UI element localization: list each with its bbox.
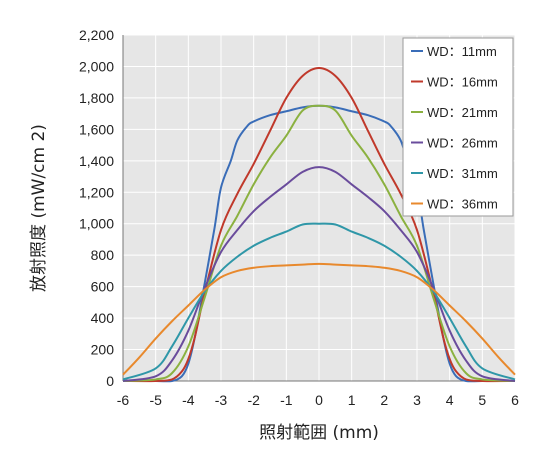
series-layer (122, 67, 516, 383)
legend-label-3: WD：21mm (427, 105, 498, 120)
x-tick-label: 6 (511, 392, 519, 408)
y-tick-label: 0 (106, 373, 114, 389)
x-tick-label: 4 (446, 392, 454, 408)
y-tick-label: 1,800 (79, 90, 114, 106)
legend-label-4: WD：26mm (427, 136, 498, 151)
x-tick-label: 1 (348, 392, 356, 408)
x-tick-label: -4 (182, 392, 195, 408)
legend-label-5: WD：31mm (427, 166, 498, 181)
y-tick-label: 1,400 (79, 153, 114, 169)
y-tick-label: 600 (91, 279, 115, 295)
x-tick-label: 3 (413, 392, 421, 408)
legend-label-6: WD：36mm (427, 197, 498, 212)
axes (122, 35, 515, 382)
y-tick-label: 1,600 (79, 121, 114, 137)
y-tick-labels: 0 200 400 600 800 1,000 1,200 1,400 1,600 1,800 2,… (79, 27, 114, 389)
legend-label-2: WD：16mm (427, 75, 498, 90)
x-tick-label: -1 (280, 392, 293, 408)
x-tick-labels: -6 -5 -4 -3 -2 -1 0 1 2 3 4 5 6 (117, 392, 519, 408)
y-tick-label: 1,000 (79, 216, 114, 232)
x-tick-label: -5 (149, 392, 162, 408)
y-tick-label: 400 (91, 310, 115, 326)
y-tick-label: 1,200 (79, 184, 114, 200)
x-tick-label: 5 (478, 392, 486, 408)
x-tick-label: 0 (315, 392, 323, 408)
legend-box (402, 37, 514, 217)
legend: WD：11mm WD：16mm WD：21mm WD：26mm WD：31mm WD：36… (402, 37, 514, 217)
y-tick-label: 800 (91, 247, 115, 263)
series-line-6 (122, 262, 516, 376)
x-tick-label: -2 (247, 392, 260, 408)
legend-label-1: WD：11mm (427, 44, 497, 59)
x-tick-label: -3 (215, 392, 228, 408)
y-axis-label: 放射照度 (mW/cm 2) (29, 124, 49, 292)
x-tick-label: -6 (117, 392, 130, 408)
y-tick-label: 2,000 (79, 58, 114, 74)
series-line-5 (122, 222, 516, 381)
series-line-3 (122, 104, 516, 382)
x-tick-label: 2 (380, 392, 388, 408)
y-tick-label: 2,200 (79, 27, 114, 43)
y-tick-label: 200 (91, 342, 115, 358)
x-axis-label: 照射範囲 (mm) (259, 423, 379, 443)
series-line-2 (122, 67, 516, 383)
